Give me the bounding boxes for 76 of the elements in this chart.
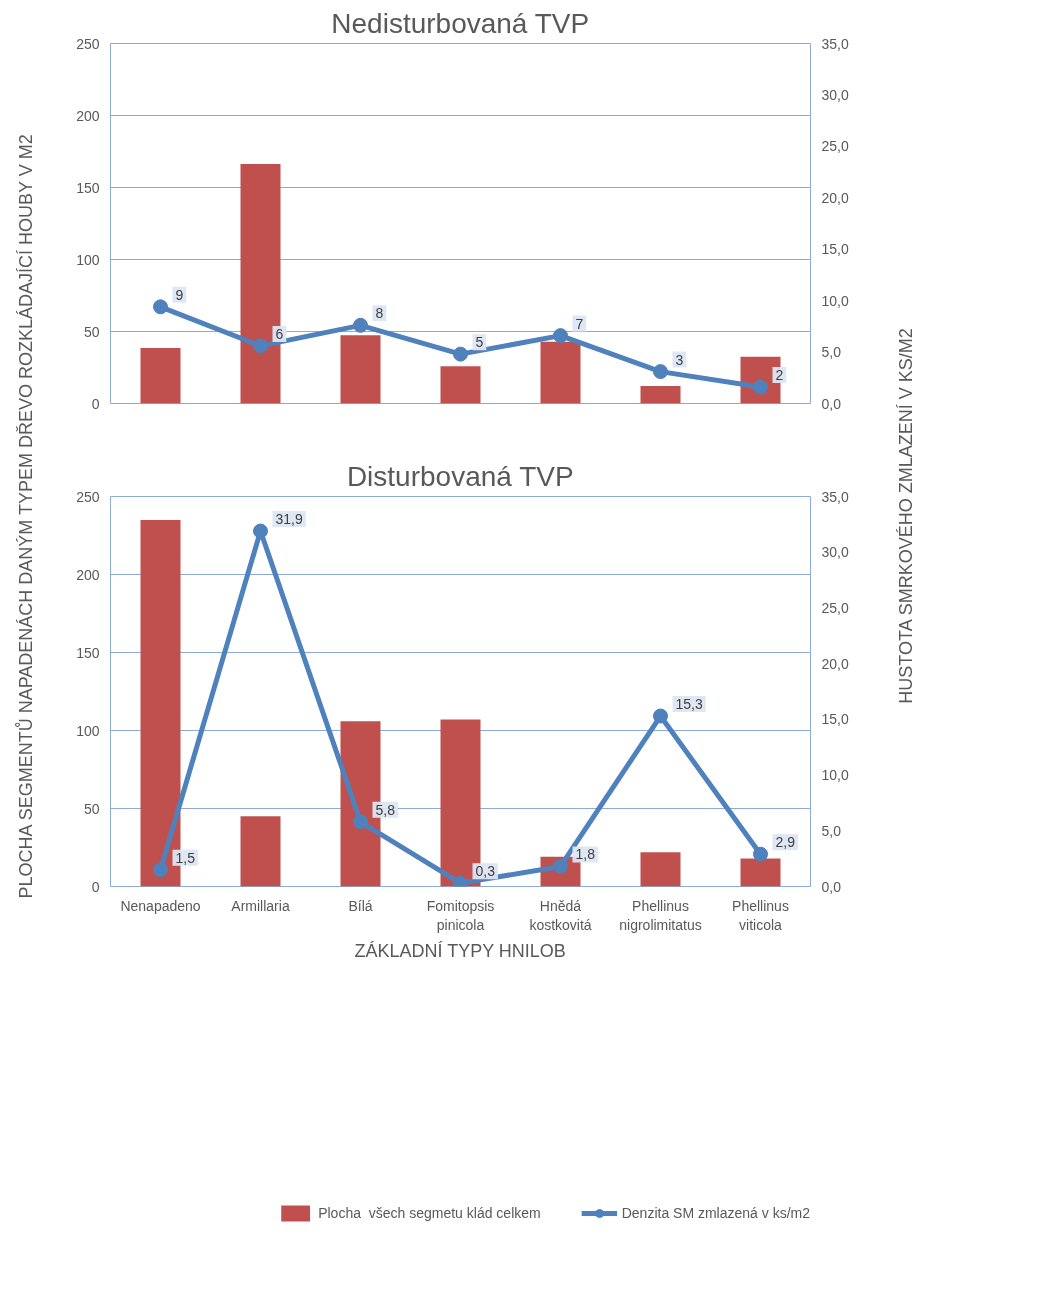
data-label: 8 [375,305,384,322]
x-axis-title: ZÁKLADNÍ TYPY HNILOB [354,940,566,961]
data-label: 9 [175,286,184,303]
bar [540,341,581,404]
y2-tick-label: 25,0 [821,599,849,616]
bar [440,366,481,404]
point [353,814,368,830]
data-label: 5 [475,334,484,351]
y-tick-label: 150 [76,644,100,661]
y-tick-label: 200 [76,566,100,583]
legend-label: Plocha všech segmetu klád celkem [318,1205,541,1221]
x-tick-label: Hnědá kostkovitá [529,897,592,933]
point [153,299,168,315]
y-tick-label: 250 [76,35,100,52]
y2-tick-label: 0,0 [821,878,842,895]
bar [240,816,281,887]
data-label: 0,3 [475,863,496,880]
x-tick-label: Phellinus nigrolimitatus [619,897,702,933]
y-tick-label: 0 [91,878,100,895]
point [753,846,768,862]
data-label: 3 [675,351,684,368]
x-tick-label: Armillaria [231,897,290,914]
y-axis-title: PLOCHA SEGMENTŮ NAPADENÁCH DANÝM TYPEM DŘEVO ROZKLÁDAJÍCÍ HOUBY V M2 [14,134,36,899]
y2-tick-label: 35,0 [821,488,849,505]
legend-label: Denzita SM zmlazená v ks/m2 [621,1205,810,1221]
y2-tick-label: 10,0 [821,292,849,309]
x-tick-label: Fomitopsis pinicola [426,897,495,933]
bar [240,163,281,404]
bar [640,852,681,887]
point [553,328,568,344]
chart-title: Nedisturbovaná TVP [331,7,590,39]
data-label: 7 [575,315,584,332]
point [253,523,268,539]
y-tick-label: 250 [76,488,100,505]
data-label: 2 [775,367,784,384]
y-tick-label: 100 [76,722,100,739]
y-tick-label: 200 [76,107,100,124]
y2-tick-label: 5,0 [821,344,842,361]
data-label: 2,9 [775,834,796,851]
x-tick-label: Nenapadeno [120,897,201,914]
y-tick-label: 0 [91,395,100,412]
y-tick-label: 50 [83,800,100,817]
bar [340,335,381,404]
point [653,364,668,380]
y2-tick-label: 5,0 [821,822,842,839]
y-tick-label: 50 [83,323,100,340]
x-tick-label: Bílá [348,897,373,914]
y2-tick-label: 15,0 [821,711,849,728]
y2-tick-label: 20,0 [821,655,849,672]
data-label: 1,8 [575,846,596,863]
y2-tick-label: 20,0 [821,189,849,206]
point [253,338,268,354]
data-label: 31,9 [275,511,303,528]
y2-tick-label: 30,0 [821,86,849,103]
y2-tick-label: 15,0 [821,241,849,258]
point [153,862,168,878]
y2-tick-label: 30,0 [821,544,849,561]
y2-axis-title: HUSTOTA SMRKOVÉHO ZMLAZENÍ V KS/M2 [895,328,916,704]
y2-tick-label: 25,0 [821,138,849,155]
bar [640,386,681,404]
data-label: 15,3 [675,696,703,713]
bar [740,858,781,887]
data-label: 5,8 [375,801,396,818]
y2-tick-label: 10,0 [821,767,849,784]
data-label: 1,5 [175,849,196,866]
bar [140,348,181,404]
point [353,317,368,333]
point [453,346,468,362]
chart-title: Disturbovaná TVP [346,460,574,492]
point [653,708,668,724]
y2-tick-label: 35,0 [821,35,849,52]
y2-tick-label: 0,0 [821,395,842,412]
y-tick-label: 150 [76,179,100,196]
y-tick-label: 100 [76,251,100,268]
x-tick-label: Phellinus viticola [732,897,789,933]
data-label: 6 [275,325,284,342]
